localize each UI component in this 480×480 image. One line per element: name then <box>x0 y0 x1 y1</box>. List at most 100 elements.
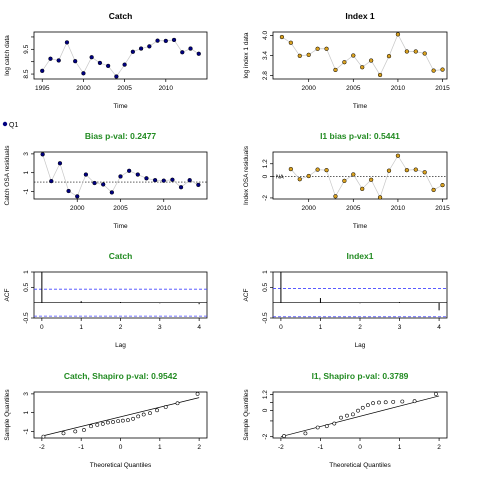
data-point <box>144 176 149 181</box>
data-point <box>97 60 103 66</box>
data-point <box>135 172 140 177</box>
x-tick-label: 4 <box>197 324 201 331</box>
y-axis-label: Sample Quantiles <box>4 389 11 441</box>
data-point <box>324 46 329 51</box>
data-point <box>118 174 123 179</box>
plot-frame <box>272 391 448 439</box>
data-point <box>114 74 119 79</box>
plot-frame <box>272 151 448 200</box>
qq-point <box>339 415 343 420</box>
data-point <box>315 167 320 172</box>
x-tick-label: -2 <box>278 444 284 451</box>
index-acf-panel: Index1 Lag ACF 0 1 2 3 4 -0.5 0.5 1 <box>243 251 448 349</box>
data-point <box>351 53 356 58</box>
data-point <box>422 170 427 175</box>
chart-title: Bias p-val: 0.2477 <box>85 131 157 141</box>
data-point <box>122 62 127 67</box>
qq-point <box>195 391 200 396</box>
x-tick-label: -1 <box>318 444 324 451</box>
qq-point <box>332 421 337 426</box>
data-point <box>163 38 168 44</box>
qq-point <box>163 405 168 409</box>
qq-point <box>366 403 370 408</box>
x-tick-label: 4 <box>437 324 441 331</box>
y-tick-label: 4.0 <box>262 30 269 39</box>
data-point <box>324 168 329 173</box>
y-tick-label: 3 <box>23 392 30 396</box>
qq-point <box>345 413 349 418</box>
qq-point <box>82 428 86 432</box>
x-tick-label: 2010 <box>391 205 406 212</box>
y-tick-label: 0 <box>262 174 269 178</box>
data-point <box>386 54 392 59</box>
data-point <box>342 60 347 65</box>
x-tick-label: 2010 <box>157 205 172 212</box>
data-point <box>83 172 89 177</box>
qq-point <box>383 400 388 405</box>
data-point <box>333 67 338 73</box>
data-point <box>342 178 347 183</box>
na-label: NA <box>276 175 284 181</box>
y-tick-label: -2 <box>262 433 269 439</box>
data-point <box>75 194 80 199</box>
data-point <box>56 58 61 63</box>
qq-point <box>371 401 375 406</box>
qq-point <box>303 431 308 436</box>
plot-frame <box>33 391 208 439</box>
series-line <box>41 39 199 78</box>
legend: Q1 <box>2 121 18 129</box>
y-tick-label: 1 <box>23 170 30 174</box>
index-resid-panel: I1 bias p-val: 0.5441 Time Index OSA resid… <box>243 131 450 230</box>
x-axis-label: Theoretical Quantiles <box>90 462 152 469</box>
data-point <box>377 195 383 200</box>
data-point <box>81 71 86 76</box>
data-point <box>306 173 311 179</box>
x-tick-label: 1995 <box>35 85 50 92</box>
data-point <box>422 51 427 56</box>
data-point <box>386 168 392 173</box>
data-point <box>369 58 374 63</box>
x-tick-label: 1 <box>398 444 402 451</box>
plot-frame <box>33 31 208 80</box>
data-point <box>404 49 409 54</box>
data-point <box>404 168 409 173</box>
data-point <box>138 46 144 51</box>
x-tick-label: 2005 <box>346 205 361 212</box>
data-point <box>413 167 418 172</box>
data-point <box>130 49 136 54</box>
chart-title: Catch <box>109 251 133 261</box>
data-point <box>92 180 97 186</box>
data-point <box>395 153 401 158</box>
chart-title: Index 1 <box>345 11 375 21</box>
data-point <box>369 177 374 182</box>
y-axis-label: Index OSA residuals <box>243 145 250 205</box>
qq-reference-line <box>41 397 200 437</box>
x-tick-label: 0 <box>119 444 123 451</box>
x-tick-label: 1 <box>158 444 162 451</box>
qq-point <box>350 412 355 417</box>
qq-point <box>434 392 438 396</box>
x-axis-label: Lag <box>115 342 126 349</box>
chart-title: Catch, Shapiro p-val: 0.9542 <box>64 371 178 381</box>
x-tick-label: 2005 <box>113 205 128 212</box>
data-point <box>170 177 175 182</box>
y-tick-label: 1 <box>262 270 269 274</box>
x-tick-label: 2015 <box>435 205 450 212</box>
data-point <box>147 44 152 49</box>
x-tick-label: 2005 <box>346 85 361 92</box>
data-point <box>180 50 185 55</box>
x-tick-label: 3 <box>398 324 402 331</box>
qq-point <box>282 434 286 438</box>
y-tick-label: -1 <box>23 428 30 434</box>
qq-point <box>141 412 146 417</box>
qq-point <box>155 408 159 413</box>
data-point <box>105 63 111 69</box>
y-tick-label: -0.5 <box>262 312 269 324</box>
qq-point <box>126 418 130 423</box>
x-tick-label: 2000 <box>70 205 85 212</box>
data-point <box>49 178 54 184</box>
qq-point <box>391 399 396 404</box>
qq-point <box>95 422 100 427</box>
y-axis-label: Catch OSA residuals <box>4 145 11 206</box>
